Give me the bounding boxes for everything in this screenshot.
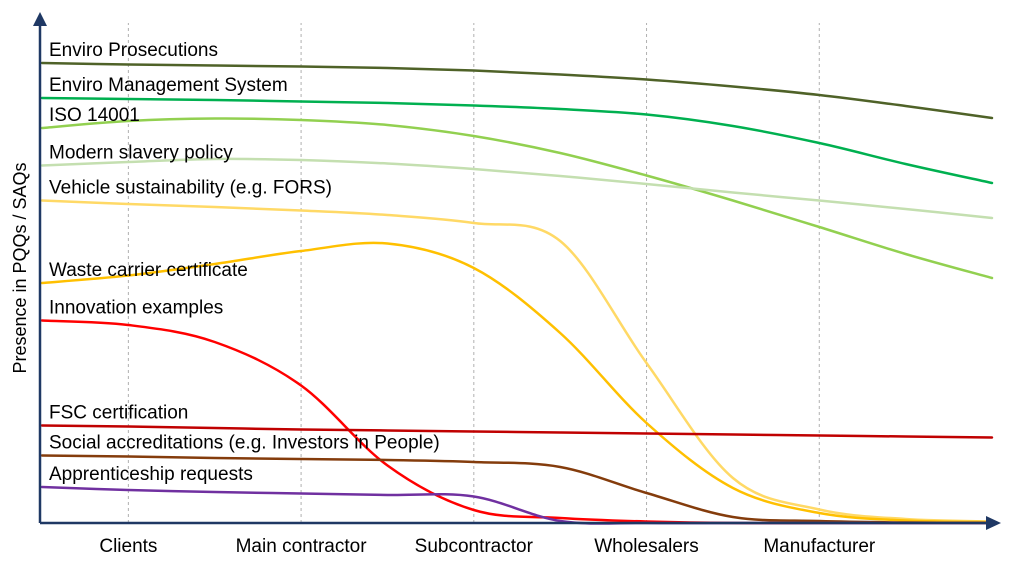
x-tick-label-clients: Clients xyxy=(99,536,157,557)
series-label-innovation-examples: Innovation examples xyxy=(49,298,223,319)
series-line-iso-14001 xyxy=(40,117,994,280)
x-tick-label-subcontractor: Subcontractor xyxy=(415,536,534,557)
x-axis-arrow-icon xyxy=(986,516,1001,530)
series-line-waste-carrier-certificate xyxy=(40,241,994,524)
series-label-enviro-management-system: Enviro Management System xyxy=(49,75,288,96)
x-tick-label-main-contractor: Main contractor xyxy=(236,536,368,557)
series-line-fsc-certification xyxy=(40,424,994,439)
x-tick-label-wholesalers: Wholesalers xyxy=(594,536,699,557)
axes xyxy=(33,12,1001,530)
series-label-enviro-prosecutions: Enviro Prosecutions xyxy=(49,40,218,61)
y-axis-title: Presence in PQQs / SAQs xyxy=(10,162,30,373)
x-tick-labels: Clients Main contractor Subcontractor Whole… xyxy=(99,536,876,557)
series-labels: Enviro Prosecutions Enviro Management Sys… xyxy=(49,40,440,485)
series-label-apprenticeship-requests: Apprenticeship requests xyxy=(49,464,253,485)
series-lines xyxy=(40,61,994,525)
series-label-waste-carrier-certificate: Waste carrier certificate xyxy=(49,260,248,281)
series-label-modern-slavery-policy: Modern slavery policy xyxy=(49,143,233,164)
series-line-enviro-prosecutions xyxy=(40,61,994,120)
series-line-vehicle-sustainability-e-g-fors xyxy=(40,199,994,523)
series-line-modern-slavery-policy xyxy=(40,157,994,220)
series-line-enviro-management-system xyxy=(40,96,994,185)
series-label-social-accreditations-e-g-investors-in-people: Social accreditations (e.g. Investors in… xyxy=(49,433,440,454)
y-axis-arrow-icon xyxy=(33,12,47,26)
series-label-vehicle-sustainability-e-g-fors: Vehicle sustainability (e.g. FORS) xyxy=(49,178,332,199)
series-label-iso-14001: ISO 14001 xyxy=(49,105,140,126)
series-label-fsc-certification: FSC certification xyxy=(49,403,188,424)
x-tick-label-manufacturer: Manufacturer xyxy=(763,536,876,557)
series-line-social-accreditations-e-g-investors-in-people xyxy=(40,454,994,525)
